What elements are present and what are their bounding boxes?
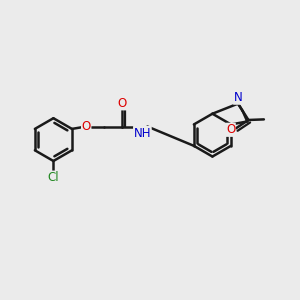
Text: Cl: Cl [48, 171, 59, 184]
Text: N: N [234, 91, 242, 104]
Text: O: O [226, 123, 235, 136]
Text: NH: NH [134, 127, 151, 140]
Text: O: O [118, 97, 127, 110]
Text: O: O [82, 120, 91, 133]
